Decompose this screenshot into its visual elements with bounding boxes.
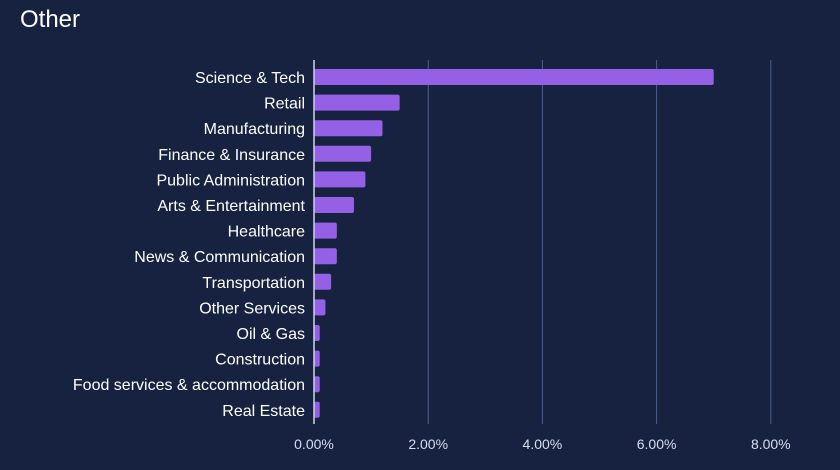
- bar-8: [314, 273, 332, 290]
- bar-0: [314, 69, 714, 85]
- bar-9: [314, 299, 326, 316]
- category-label-11: Construction: [215, 352, 305, 369]
- bar-3: [314, 145, 372, 162]
- category-label-2: Manufacturing: [204, 121, 305, 138]
- bar-11: [314, 350, 320, 367]
- category-label-12: Food services & accommodation: [73, 377, 305, 394]
- category-label-10: Oil & Gas: [237, 326, 305, 343]
- bar-5: [314, 197, 354, 213]
- bar-1: [314, 94, 400, 111]
- category-label-6: Healthcare: [228, 224, 305, 241]
- bar-13: [314, 401, 320, 418]
- x-tick-label-2: 4.00%: [523, 436, 563, 452]
- category-label-8: Transportation: [202, 275, 305, 292]
- category-label-13: Real Estate: [222, 403, 305, 420]
- x-tick-label-4: 8.00%: [751, 436, 791, 452]
- category-label-1: Retail: [264, 96, 305, 113]
- bar-6: [314, 222, 337, 239]
- bar-12: [314, 376, 320, 393]
- chart-title: Other: [20, 6, 81, 33]
- bar-4: [314, 171, 366, 188]
- category-label-5: Arts & Entertainment: [157, 198, 305, 215]
- category-label-9: Other Services: [199, 300, 305, 317]
- bar-2: [314, 120, 383, 137]
- category-label-7: News & Communication: [134, 249, 305, 266]
- x-tick-label-3: 6.00%: [637, 436, 677, 452]
- x-tick-label-0: 0.00%: [294, 436, 334, 452]
- bar-10: [314, 325, 320, 341]
- category-label-4: Public Administration: [156, 172, 305, 189]
- x-tick-label-1: 2.00%: [408, 436, 448, 452]
- category-label-0: Science & Tech: [195, 70, 305, 87]
- category-label-3: Finance & Insurance: [158, 147, 305, 164]
- bar-7: [314, 248, 337, 265]
